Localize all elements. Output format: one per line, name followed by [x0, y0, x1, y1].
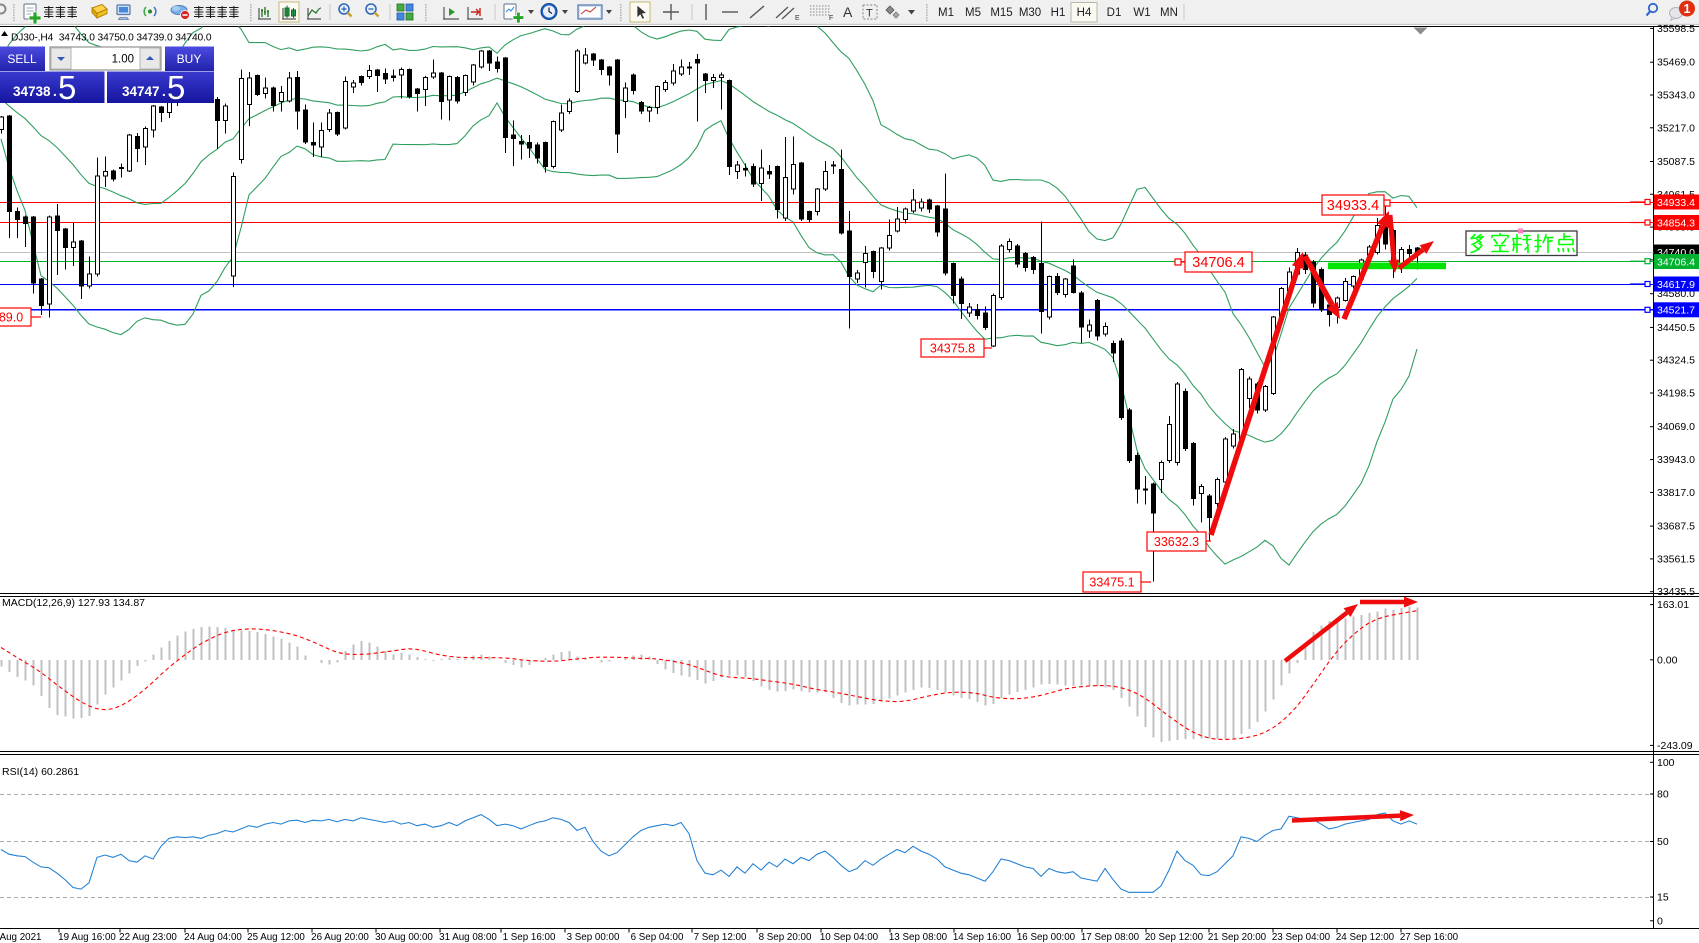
svg-text:33475.1: 33475.1 [1089, 576, 1134, 590]
svg-text:89.0: 89.0 [0, 311, 23, 325]
svg-text:35087.5: 35087.5 [1657, 156, 1695, 168]
svg-text:1 Sep 16:00: 1 Sep 16:00 [503, 932, 556, 943]
svg-text:-243.09: -243.09 [1657, 740, 1693, 752]
svg-text:D1: D1 [1107, 7, 1122, 19]
svg-text:34521.7: 34521.7 [1657, 305, 1695, 317]
svg-text:0: 0 [1657, 915, 1663, 927]
svg-text:5: 5 [167, 69, 185, 106]
svg-text:34375.8: 34375.8 [930, 342, 975, 356]
svg-text:34933.4: 34933.4 [1657, 197, 1695, 209]
svg-text:23 Sep 04:00: 23 Sep 04:00 [1272, 932, 1331, 943]
svg-text:26 Aug 20:00: 26 Aug 20:00 [311, 932, 369, 943]
svg-text:27 Sep 16:00: 27 Sep 16:00 [1400, 932, 1459, 943]
svg-text:1.00: 1.00 [112, 54, 134, 66]
svg-text:.: . [53, 84, 57, 99]
svg-text:33632.3: 33632.3 [1154, 535, 1199, 549]
svg-text:M30: M30 [1019, 7, 1041, 19]
svg-text:H1: H1 [1051, 7, 1066, 19]
svg-text:DJ30-,H4 34743.0 34750.0 3473: DJ30-,H4 34743.0 34750.0 34739.0 34740.0 [11, 33, 212, 44]
svg-text:0.00: 0.00 [1657, 654, 1678, 666]
svg-text:SELL: SELL [7, 52, 37, 66]
svg-text:H4: H4 [1077, 7, 1092, 19]
svg-text:35217.0: 35217.0 [1657, 122, 1695, 134]
svg-text:E: E [795, 15, 800, 22]
svg-text:35343.0: 35343.0 [1657, 90, 1695, 102]
svg-text:13 Sep 08:00: 13 Sep 08:00 [889, 932, 948, 943]
svg-text:A: A [843, 4, 853, 20]
svg-text:33435.5: 33435.5 [1657, 586, 1695, 598]
svg-text:33943.0: 33943.0 [1657, 454, 1695, 466]
svg-text:35598.5: 35598.5 [1657, 23, 1695, 35]
svg-text:100: 100 [1657, 757, 1675, 769]
svg-text:19 Aug 16:00: 19 Aug 16:00 [58, 932, 116, 943]
svg-text:34933.4: 34933.4 [1327, 198, 1379, 214]
svg-text:34854.3: 34854.3 [1657, 217, 1695, 229]
svg-text:34617.9: 34617.9 [1657, 279, 1695, 291]
svg-text:34450.5: 34450.5 [1657, 322, 1695, 334]
svg-text:1: 1 [1684, 2, 1691, 16]
svg-text:F: F [829, 15, 833, 22]
svg-text:34069.0: 34069.0 [1657, 421, 1695, 433]
svg-text:33561.5: 33561.5 [1657, 553, 1695, 565]
svg-text:24 Sep 12:00: 24 Sep 12:00 [1336, 932, 1395, 943]
svg-text:25 Aug 12:00: 25 Aug 12:00 [247, 932, 305, 943]
svg-text:20 Sep 12:00: 20 Sep 12:00 [1145, 932, 1204, 943]
svg-text:17 Sep 08:00: 17 Sep 08:00 [1081, 932, 1140, 943]
svg-text:14 Sep 16:00: 14 Sep 16:00 [953, 932, 1012, 943]
svg-text:5: 5 [58, 69, 76, 106]
svg-text:34706.4: 34706.4 [1657, 256, 1695, 268]
svg-text:163.01: 163.01 [1657, 599, 1689, 611]
svg-text:24 Aug 04:00: 24 Aug 04:00 [184, 932, 242, 943]
svg-text:.: . [162, 84, 166, 99]
svg-text:34740.0: 34740.0 [1657, 247, 1695, 259]
svg-text:33817.0: 33817.0 [1657, 487, 1695, 499]
svg-text:33687.5: 33687.5 [1657, 521, 1695, 533]
svg-text:22 Aug 23:00: 22 Aug 23:00 [119, 932, 177, 943]
svg-text:31 Aug 08:00: 31 Aug 08:00 [439, 932, 497, 943]
svg-text:10 Sep 04:00: 10 Sep 04:00 [820, 932, 879, 943]
svg-text:T: T [866, 8, 873, 20]
svg-text:34747: 34747 [122, 84, 160, 99]
svg-text:3 Sep 00:00: 3 Sep 00:00 [567, 932, 620, 943]
svg-text:18 Aug 2021: 18 Aug 2021 [0, 932, 42, 943]
svg-text:21 Sep 20:00: 21 Sep 20:00 [1208, 932, 1267, 943]
svg-text:16 Sep 00:00: 16 Sep 00:00 [1017, 932, 1076, 943]
svg-text:34706.4: 34706.4 [1192, 255, 1244, 271]
svg-text:M5: M5 [965, 7, 981, 19]
svg-text:34198.5: 34198.5 [1657, 388, 1695, 400]
svg-text:MACD(12,26,9) 127.93 134.87: MACD(12,26,9) 127.93 134.87 [2, 597, 145, 609]
svg-text:15: 15 [1657, 892, 1669, 904]
svg-text:RSI(14) 60.2861: RSI(14) 60.2861 [2, 766, 79, 778]
svg-text:34738: 34738 [13, 84, 51, 99]
svg-text:8 Sep 20:00: 8 Sep 20:00 [759, 932, 812, 943]
svg-text:BUY: BUY [177, 52, 202, 66]
svg-text:34324.5: 34324.5 [1657, 355, 1695, 367]
svg-text:W1: W1 [1133, 7, 1150, 19]
svg-text:30 Aug 00:00: 30 Aug 00:00 [375, 932, 433, 943]
svg-text:80: 80 [1657, 789, 1669, 801]
svg-text:50: 50 [1657, 836, 1669, 848]
svg-text:35469.0: 35469.0 [1657, 57, 1695, 69]
svg-text:6 Sep 04:00: 6 Sep 04:00 [631, 932, 684, 943]
svg-text:7 Sep 12:00: 7 Sep 12:00 [694, 932, 747, 943]
svg-text:M15: M15 [990, 7, 1012, 19]
svg-text:MN: MN [1160, 7, 1178, 19]
svg-text:M1: M1 [938, 7, 954, 19]
